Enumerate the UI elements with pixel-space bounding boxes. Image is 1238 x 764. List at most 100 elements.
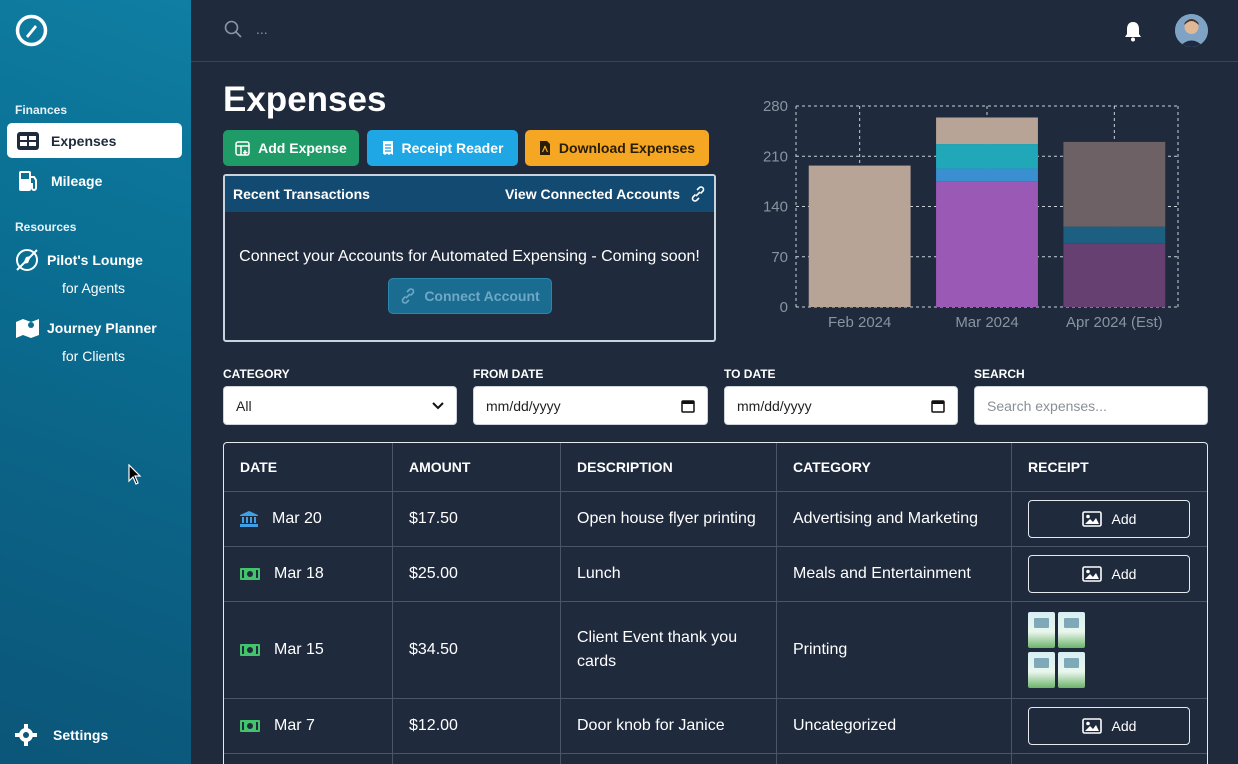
bank-icon [240,511,258,527]
column-header-category[interactable]: CATEGORY [777,443,1012,491]
app-logo-icon[interactable] [15,14,48,47]
table-row[interactable] [224,754,1207,764]
file-pdf-icon [539,140,551,156]
sidebar: Finances Expenses Mileage Resources Pilo… [0,0,191,764]
receipt-image [1058,652,1085,688]
compass-icon [15,248,41,272]
table-row[interactable]: Mar 7 $12.00 Door knob for Janice Uncate… [224,699,1207,754]
search-expenses-placeholder: Search expenses... [987,397,1107,414]
expense-amount: $12.00 [393,699,561,753]
add-receipt-label: Add [1111,566,1137,582]
expense-category: Printing [777,602,1012,698]
finances-section-label: Finances [15,103,68,117]
add-receipt-button[interactable]: Add [1028,555,1190,593]
from-date-label: FROM DATE [473,367,544,381]
bar-segment [808,165,911,307]
topbar: ... [191,0,1238,62]
mouse-cursor-icon [128,463,142,491]
expense-date: Mar 18 [274,565,324,582]
category-label: CATEGORY [223,367,290,381]
expense-amount: $25.00 [393,547,561,601]
expense-category: Meals and Entertainment [777,547,1012,601]
column-header-receipt: RECEIPT [1028,459,1089,475]
calendar-icon[interactable] [681,399,695,413]
expense-amount: $34.50 [393,602,561,698]
gear-icon [15,724,37,746]
add-receipt-button[interactable]: Add [1028,707,1190,745]
image-icon [1081,511,1102,527]
sidebar-item-expenses[interactable]: Expenses [7,123,182,158]
resources-section-label: Resources [15,220,77,234]
add-expense-button[interactable]: Add Expense [223,130,359,166]
cash-icon [240,643,260,657]
view-connected-accounts-label: View Connected Accounts [504,186,680,202]
recent-transactions-title: Recent Transactions [233,186,370,202]
view-connected-accounts-link[interactable]: View Connected Accounts [505,186,706,202]
download-expenses-button[interactable]: Download Expenses [525,130,709,166]
category-select[interactable]: All [223,386,457,425]
expense-date: Mar 20 [272,510,322,527]
y-tick-label: 140 [763,199,788,216]
table-icon [15,130,41,152]
column-header-description[interactable]: DESCRIPTION [561,443,777,491]
receipt-reader-label: Receipt Reader [401,140,504,156]
expense-category: Uncategorized [777,699,1012,753]
recent-transactions-panel: Recent Transactions View Connected Accou… [223,174,716,342]
resource-title: Pilot's Lounge [47,252,143,268]
bar-segment [1063,141,1166,227]
receipt-reader-button[interactable]: Receipt Reader [367,130,518,166]
expense-category: Advertising and Marketing [777,492,1012,546]
global-search[interactable]: ... [224,20,268,38]
settings-button[interactable]: Settings [15,724,108,746]
search-label: SEARCH [974,367,1025,381]
add-receipt-button[interactable]: Add [1028,500,1190,538]
receipt-image [1028,612,1055,648]
from-date-placeholder: mm/dd/yyyy [486,397,561,414]
expenses-chart: 0 70 140 210 280 Feb 2024 Mar 2024 Apr 2024 (Es… [763,98,1179,331]
expenses-table: DATE AMOUNT DESCRIPTION CATEGORY RECEIPT… [223,442,1208,764]
bar-segment [936,117,1038,145]
sidebar-item-pilots-lounge[interactable]: Pilot's Lounge for Agents [15,248,143,296]
y-tick-label: 0 [780,299,788,316]
table-row[interactable]: Mar 15 $34.50 Client Event thank you car… [224,602,1207,699]
link-icon [690,186,706,202]
table-row[interactable]: Mar 20 $17.50 Open house flyer printing … [224,492,1207,547]
calendar-icon[interactable] [931,399,945,413]
expense-date: Mar 7 [274,717,315,734]
download-expenses-label: Download Expenses [558,140,696,156]
sidebar-item-label: Expenses [51,132,117,149]
y-tick-label: 280 [763,98,788,115]
resource-subtitle: for Agents [62,280,126,296]
chevron-down-icon [432,401,444,409]
image-icon [1081,566,1102,582]
to-date-input[interactable]: mm/dd/yyyy [724,386,958,425]
sidebar-item-journey-planner[interactable]: Journey Planner for Clients [15,316,157,364]
bar-segment [936,144,1038,169]
column-header-amount[interactable]: AMOUNT [393,443,561,491]
receipt-image [1058,612,1085,648]
add-table-icon [235,140,250,156]
expense-description: Door knob for Janice [561,699,777,753]
sidebar-item-mileage[interactable]: Mileage [7,163,182,198]
column-header-date[interactable]: DATE [224,443,393,491]
receipt-thumbnail[interactable] [1028,612,1085,688]
map-icon [15,316,41,340]
search-expenses-input[interactable]: Search expenses... [974,386,1208,425]
link-icon [400,288,416,304]
add-receipt-label: Add [1111,718,1137,734]
x-tick-label: Feb 2024 [828,314,891,331]
x-tick-label: Apr 2024 (Est) [1066,314,1163,331]
connect-account-button[interactable]: Connect Account [388,278,552,314]
to-date-placeholder: mm/dd/yyyy [737,397,812,414]
bar-segment [936,168,1038,182]
from-date-input[interactable]: mm/dd/yyyy [473,386,708,425]
bar-segment [936,181,1038,307]
bar-segment [1063,226,1166,244]
table-row[interactable]: Mar 18 $25.00 Lunch Meals and Entertainm… [224,547,1207,602]
bell-icon[interactable] [1123,20,1143,47]
bar-segment [1063,243,1166,307]
avatar[interactable] [1175,14,1208,47]
receipt-image [1028,652,1055,688]
y-tick-label: 70 [771,249,788,266]
y-tick-label: 210 [763,148,788,165]
